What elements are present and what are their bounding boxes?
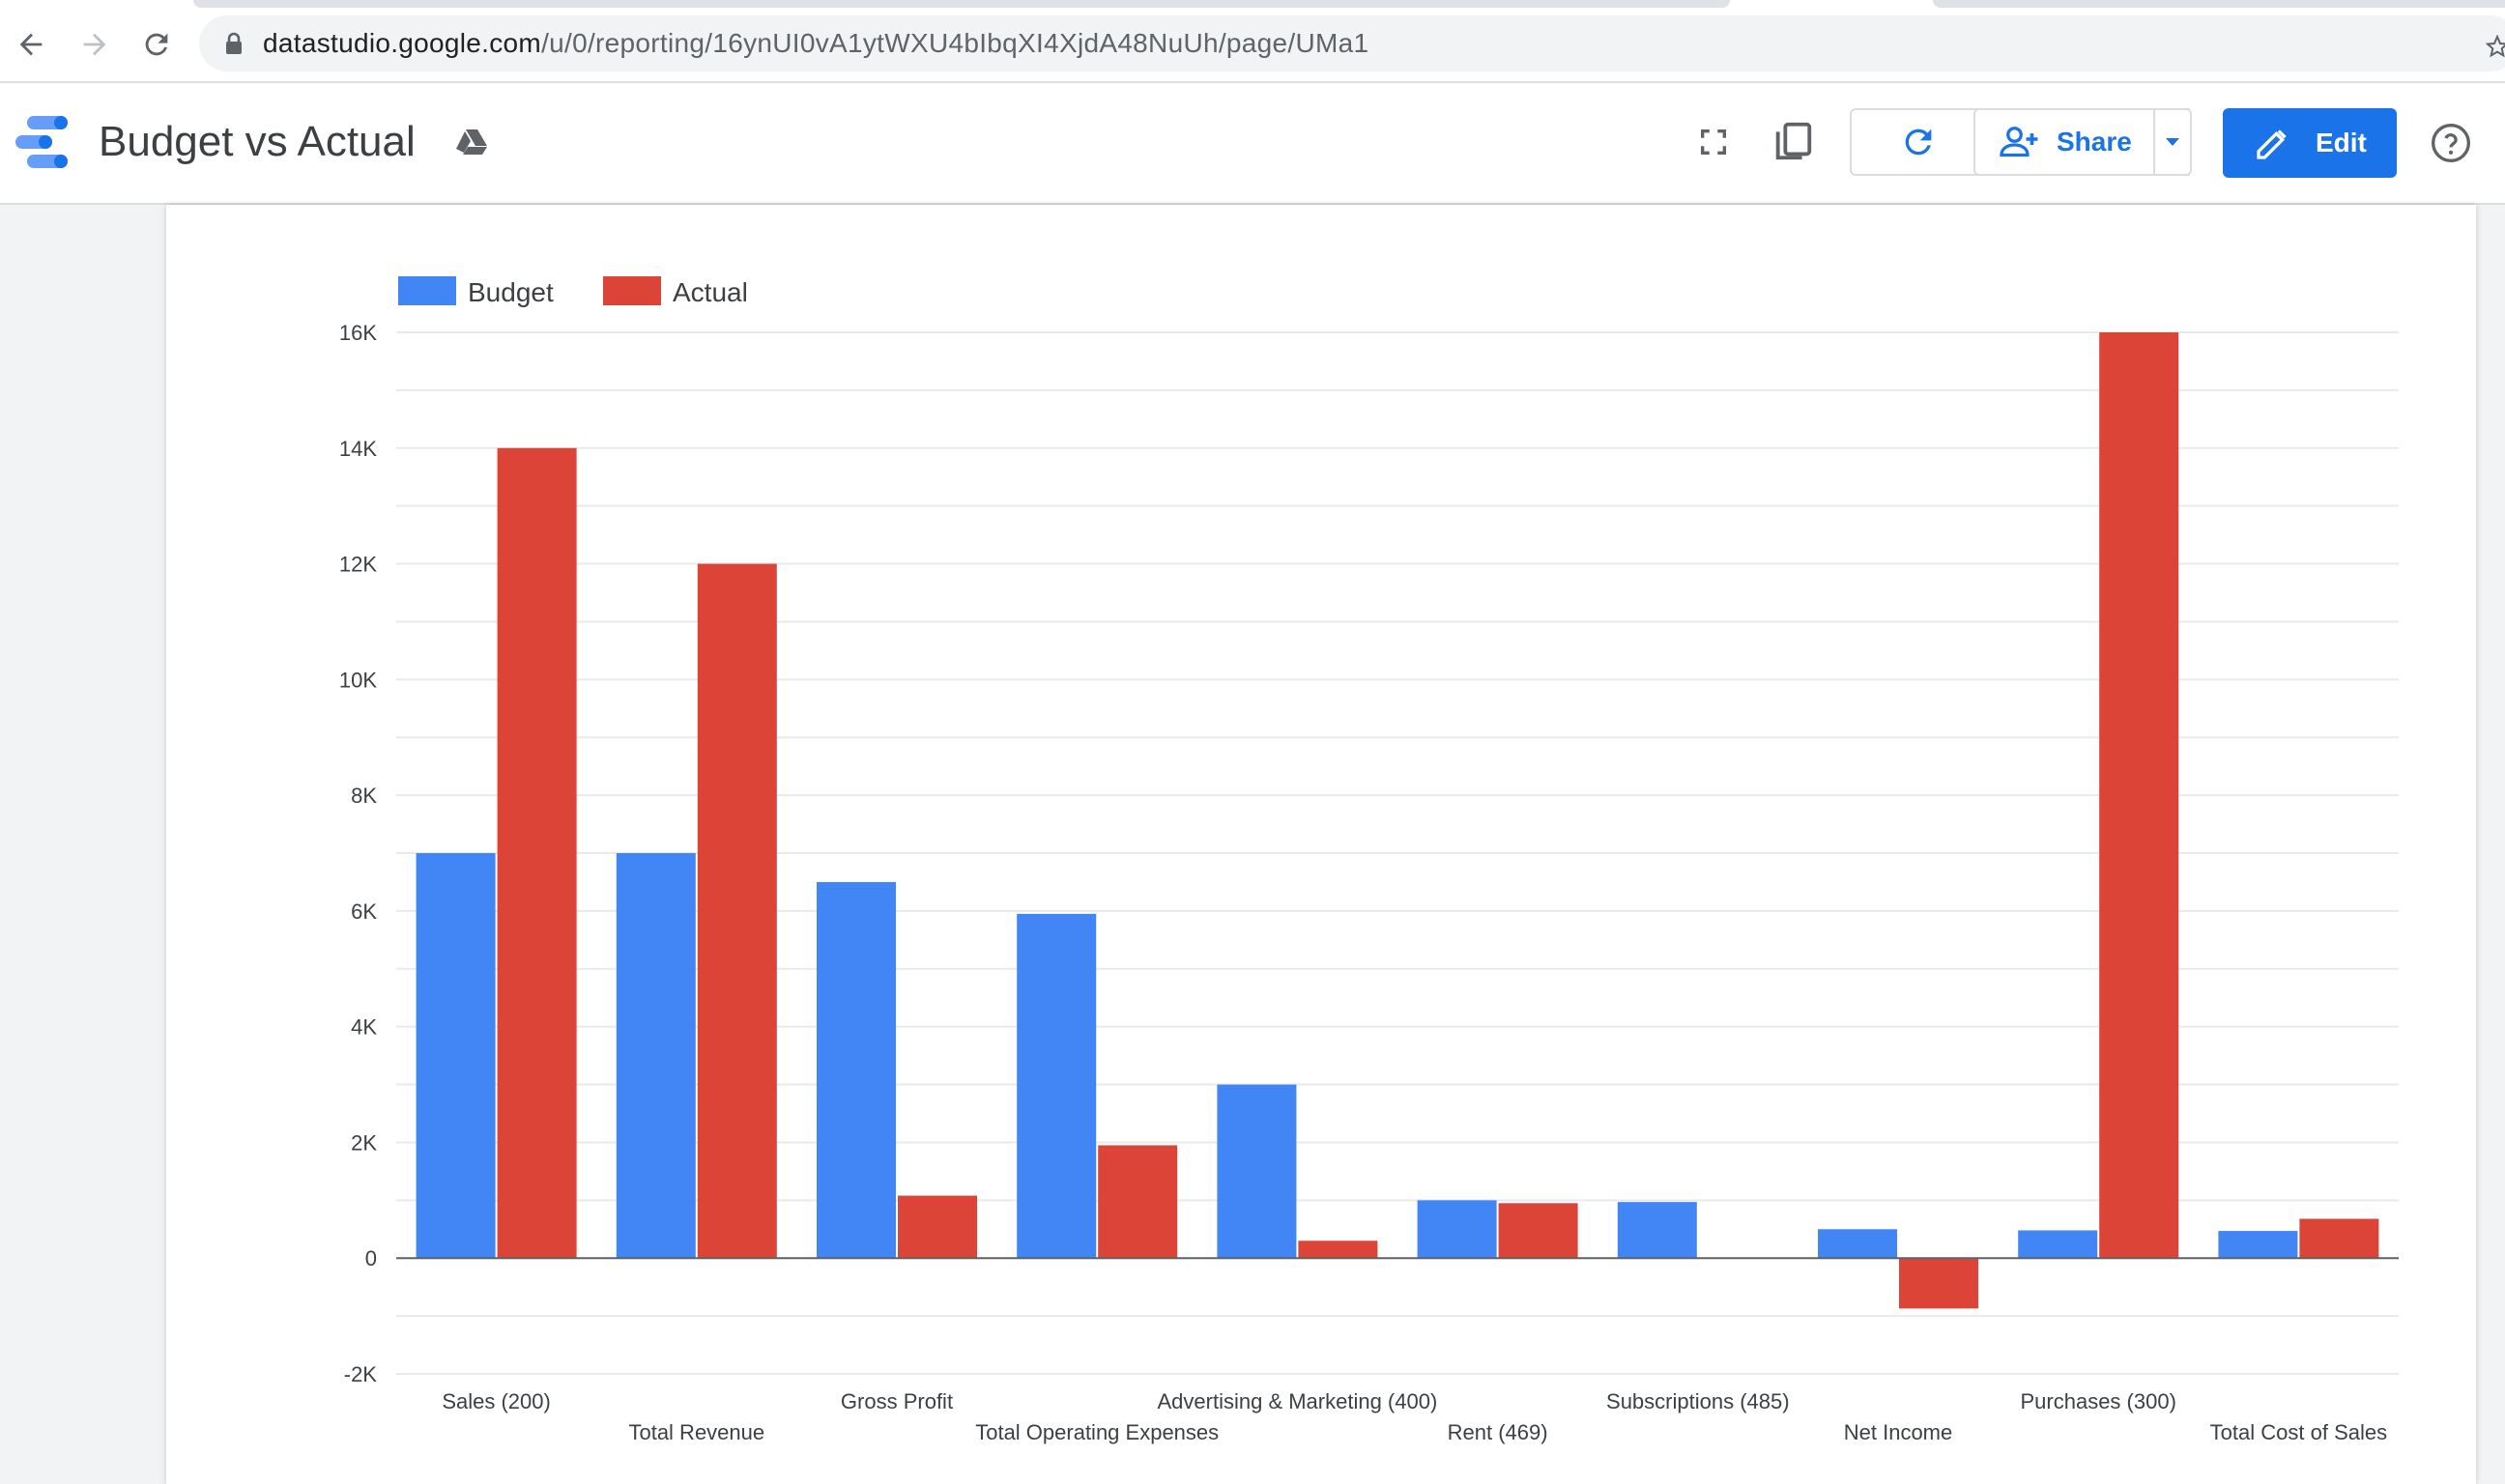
- edit-button[interactable]: Edit: [2223, 108, 2397, 178]
- bar-budget: [1017, 913, 1097, 1259]
- report-page: 16K 14K 12K 10K 8K 6K 4K 2K 0 -2K Budget Actual Sale…: [166, 205, 2476, 1484]
- forward-arrow-icon[interactable]: [68, 17, 122, 71]
- legend-label-budget: Budget: [468, 277, 554, 307]
- legend-swatch-budget: [398, 276, 456, 305]
- y-tick-label: 14K: [339, 437, 377, 461]
- pencil-icon: [2254, 124, 2292, 162]
- x-category-label: Subscriptions (485): [1606, 1389, 1790, 1413]
- report-header: Budget vs Actual Share Edit: [0, 83, 2505, 205]
- y-tick-label: 0: [365, 1246, 377, 1270]
- refresh-button[interactable]: [1850, 108, 1987, 176]
- refresh-icon: [1899, 123, 1938, 161]
- bar-actual: [497, 447, 577, 1259]
- bar-actual: [898, 1195, 977, 1259]
- y-tick-label: 10K: [339, 668, 377, 692]
- report-title[interactable]: Budget vs Actual: [99, 118, 416, 165]
- lock-icon[interactable]: [224, 32, 244, 60]
- url-domain: datastudio.google.com: [263, 28, 542, 58]
- bar-budget: [416, 853, 496, 1259]
- copy-icon[interactable]: [1771, 118, 1815, 164]
- bar-budget: [2018, 1230, 2098, 1259]
- help-icon[interactable]: [2430, 122, 2472, 169]
- x-category-label: Advertising & Marketing (400): [1158, 1389, 1438, 1413]
- bar-budget: [817, 881, 896, 1259]
- bar-budget: [616, 853, 696, 1259]
- fullscreen-icon[interactable]: [1697, 126, 1730, 158]
- edit-button-label: Edit: [2316, 128, 2367, 157]
- bar-actual: [1899, 1258, 1978, 1309]
- share-dropdown-button[interactable]: [2153, 108, 2192, 176]
- browser-toolbar: datastudio.google.com/u/0/reporting/16yn…: [0, 0, 2505, 83]
- reload-icon[interactable]: [130, 17, 184, 71]
- drive-icon[interactable]: [454, 128, 489, 163]
- x-category-label: Rent (469): [1448, 1420, 1548, 1444]
- y-tick-label: 12K: [339, 553, 377, 577]
- browser-tab[interactable]: [1933, 0, 2505, 8]
- add-person-icon: [1997, 125, 2041, 159]
- url-text[interactable]: datastudio.google.com/u/0/reporting/16yn…: [263, 28, 1368, 59]
- star-icon[interactable]: [2485, 34, 2505, 63]
- data-studio-logo-icon[interactable]: [14, 114, 75, 175]
- legend-label-actual: Actual: [673, 277, 748, 307]
- bar-actual: [697, 563, 777, 1259]
- x-category-label: Net Income: [1844, 1420, 1953, 1444]
- bar-actual: [1098, 1145, 1178, 1259]
- url-path: /u/0/reporting/16ynUI0vA1ytWXU4bIbqXI4Xj…: [541, 28, 1369, 58]
- x-category-label: Total Revenue: [628, 1420, 764, 1444]
- x-category-label: Sales (200): [442, 1389, 551, 1413]
- x-category-label: Purchases (300): [2020, 1389, 2175, 1413]
- bar-budget: [2218, 1231, 2298, 1259]
- back-arrow-icon[interactable]: [4, 17, 58, 71]
- active-tab[interactable]: [193, 0, 1730, 8]
- dropdown-arrow-icon: [2164, 136, 2181, 148]
- y-tick-label: 16K: [339, 321, 377, 345]
- x-category-label: Total Operating Expenses: [975, 1420, 1219, 1444]
- bar-budget: [1818, 1229, 1897, 1259]
- share-button[interactable]: Share: [1973, 108, 2190, 176]
- y-tick-label: 4K: [351, 1015, 377, 1040]
- bar-budget: [1417, 1200, 1497, 1259]
- bar-budget: [1617, 1202, 1697, 1259]
- bar-chart[interactable]: 16K 14K 12K 10K 8K 6K 4K 2K 0 -2K Budget Actual Sale…: [166, 205, 2476, 1484]
- y-tick-label: -2K: [344, 1362, 378, 1386]
- bar-actual: [1298, 1241, 1378, 1259]
- bar-actual: [2299, 1218, 2379, 1259]
- bar-actual: [1498, 1203, 1578, 1259]
- y-tick-label: 6K: [351, 899, 377, 924]
- bar-budget: [1217, 1084, 1297, 1259]
- bar-actual: [2099, 332, 2179, 1259]
- legend-swatch-actual: [603, 276, 661, 305]
- y-tick-label: 8K: [351, 784, 377, 808]
- share-button-label: Share: [2057, 127, 2132, 157]
- y-tick-label: 2K: [351, 1130, 377, 1155]
- x-category-label: Gross Profit: [841, 1389, 953, 1413]
- address-bar[interactable]: datastudio.google.com/u/0/reporting/16yn…: [199, 15, 2505, 71]
- x-category-label: Total Cost of Sales: [2210, 1420, 2387, 1444]
